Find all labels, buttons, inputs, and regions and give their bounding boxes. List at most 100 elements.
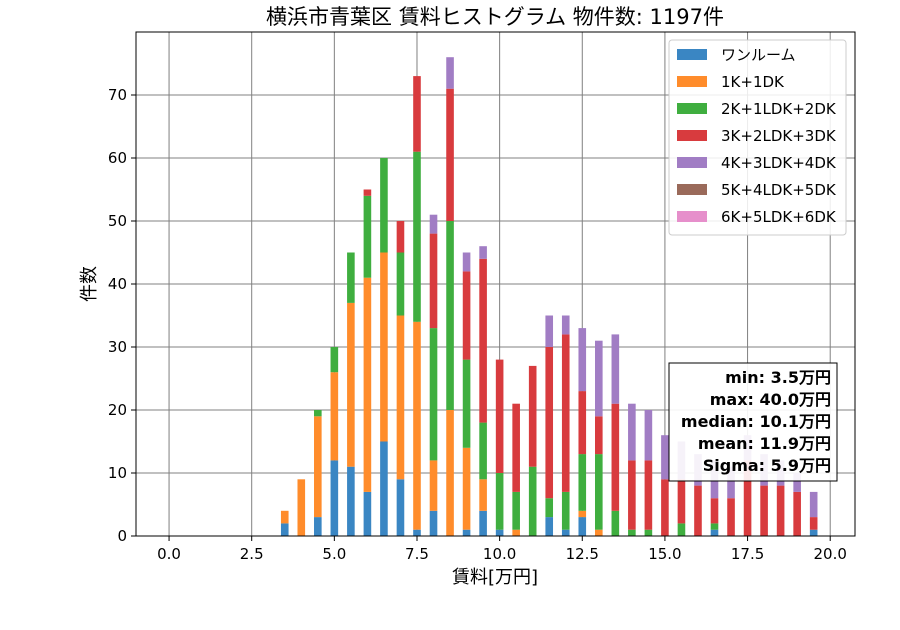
- grid: [136, 32, 855, 537]
- bar-2-22: [462, 359, 471, 448]
- chart-title: 横浜市青葉区 賃料ヒストグラム 物件数: 1197件: [266, 5, 724, 29]
- bar-2-6: [330, 347, 339, 373]
- bar-3-62: [793, 491, 801, 536]
- bar-3-64: [809, 517, 818, 530]
- bar-4-54: [727, 466, 735, 499]
- x-tick-label-8: 20.0: [814, 545, 847, 563]
- bar-0-26: [495, 529, 504, 536]
- bar-3-20: [446, 88, 454, 221]
- bar-0-10: [363, 491, 372, 536]
- y-tick-label-3: 30: [108, 338, 127, 356]
- legend-label-0: ワンルーム: [721, 46, 796, 64]
- x-tick-label-0: 0.0: [157, 545, 181, 563]
- y-axis-ticks: 0 10 20 30 40 50 60 70: [108, 86, 136, 545]
- bar-3-50: [694, 485, 702, 536]
- bar-1-6: [330, 372, 339, 461]
- legend-label-6: 6K+5LDK+6DK: [721, 208, 837, 226]
- bar-2-14: [396, 252, 405, 316]
- bar-0-16: [413, 529, 421, 536]
- y-tick-label-0: 0: [117, 527, 127, 545]
- stats-line-4: Sigma: 5.9万円: [703, 456, 831, 475]
- legend-swatch-5: [677, 184, 707, 195]
- bar-4-64: [809, 491, 818, 518]
- bar-0-36: [578, 517, 587, 536]
- bar-0-24: [479, 510, 487, 536]
- bar-3-58: [760, 485, 768, 536]
- bar-2-18: [429, 328, 438, 461]
- bar-0-6: [330, 460, 339, 536]
- x-tick-label-6: 15.0: [648, 545, 681, 563]
- bar-4-22: [462, 252, 471, 272]
- bar-3-54: [727, 498, 735, 536]
- bars: [280, 57, 818, 536]
- bar-4-44: [644, 410, 653, 461]
- bar-4-24: [479, 246, 487, 259]
- stats-line-1: max: 40.0万円: [710, 390, 831, 409]
- stats-line-2: median: 10.1万円: [681, 412, 831, 431]
- bar-4-62: [793, 473, 801, 492]
- bar-3-40: [611, 403, 620, 511]
- stats-box-frame: [668, 362, 838, 482]
- bar-2-44: [644, 529, 653, 536]
- bar-0-0: [280, 523, 289, 536]
- bar-0-64: [809, 529, 818, 536]
- bar-3-46: [661, 479, 669, 536]
- legend-label-5: 5K+4LDK+5DK: [721, 181, 837, 199]
- y-tick-label-5: 50: [108, 212, 127, 230]
- bar-0-14: [396, 479, 405, 536]
- legend-swatch-3: [677, 130, 707, 141]
- legend-label-3: 3K+2LDK+3DK: [721, 127, 837, 145]
- bar-4-46: [661, 435, 669, 480]
- bar-1-14: [396, 315, 405, 480]
- x-tick-label-3: 7.5: [405, 545, 429, 563]
- y-axis-label: 件数: [79, 266, 100, 302]
- bar-4-32: [545, 315, 554, 347]
- bar-1-4: [314, 416, 322, 518]
- bar-2-8: [347, 252, 355, 303]
- bar-4-20: [446, 57, 454, 89]
- bar-0-8: [347, 466, 355, 536]
- bar-3-56: [743, 460, 752, 536]
- legend: ワンルーム 1K+1DK 2K+1LDK+2DK 3K+2LDK+3DK 4K+3LDK…: [668, 39, 847, 236]
- bar-2-12: [380, 158, 388, 253]
- bar-1-12: [380, 252, 388, 442]
- bar-0-12: [380, 441, 388, 536]
- legend-swatch-6: [677, 211, 707, 222]
- bar-2-20: [446, 221, 454, 410]
- bar-1-22: [462, 447, 471, 530]
- bar-3-28: [512, 403, 520, 492]
- y-tick-label-2: 20: [108, 401, 127, 419]
- bar-1-8: [347, 302, 355, 467]
- bar-1-10: [363, 277, 372, 492]
- legend-swatch-1: [677, 76, 707, 87]
- bar-1-24: [479, 479, 487, 511]
- legend-swatch-0: [677, 49, 707, 60]
- x-tick-label-1: 2.5: [240, 545, 264, 563]
- bar-2-48: [677, 523, 686, 536]
- bar-3-34: [561, 334, 570, 492]
- bar-1-16: [413, 321, 421, 530]
- bar-4-38: [595, 340, 603, 417]
- bar-3-22: [462, 271, 471, 360]
- legend-box: [668, 39, 847, 236]
- y-tick-label-1: 10: [108, 464, 127, 482]
- bar-2-52: [710, 523, 719, 530]
- bar-3-26: [495, 359, 504, 473]
- bar-0-4: [314, 517, 322, 536]
- legend-swatch-2: [677, 103, 707, 114]
- bar-4-36: [578, 328, 587, 392]
- bar-3-10: [363, 189, 372, 196]
- x-axis-label: 賃料[万円]: [452, 567, 538, 588]
- bar-2-42: [628, 529, 636, 536]
- y-tick-label-6: 60: [108, 149, 127, 167]
- bar-1-18: [429, 460, 438, 511]
- bar-3-16: [413, 76, 421, 152]
- stats-box: min: 3.5万円 max: 40.0万円 median: 10.1万円 mean:…: [668, 362, 838, 482]
- x-axis-ticks: 0.0 2.5 5.0 7.5 10.0 12.5 15.0 17.5 20.0: [157, 536, 847, 563]
- bar-0-52: [710, 529, 719, 536]
- bar-3-44: [644, 460, 653, 530]
- bar-4-42: [628, 403, 636, 461]
- bar-3-30: [528, 365, 537, 467]
- bar-3-36: [578, 391, 587, 455]
